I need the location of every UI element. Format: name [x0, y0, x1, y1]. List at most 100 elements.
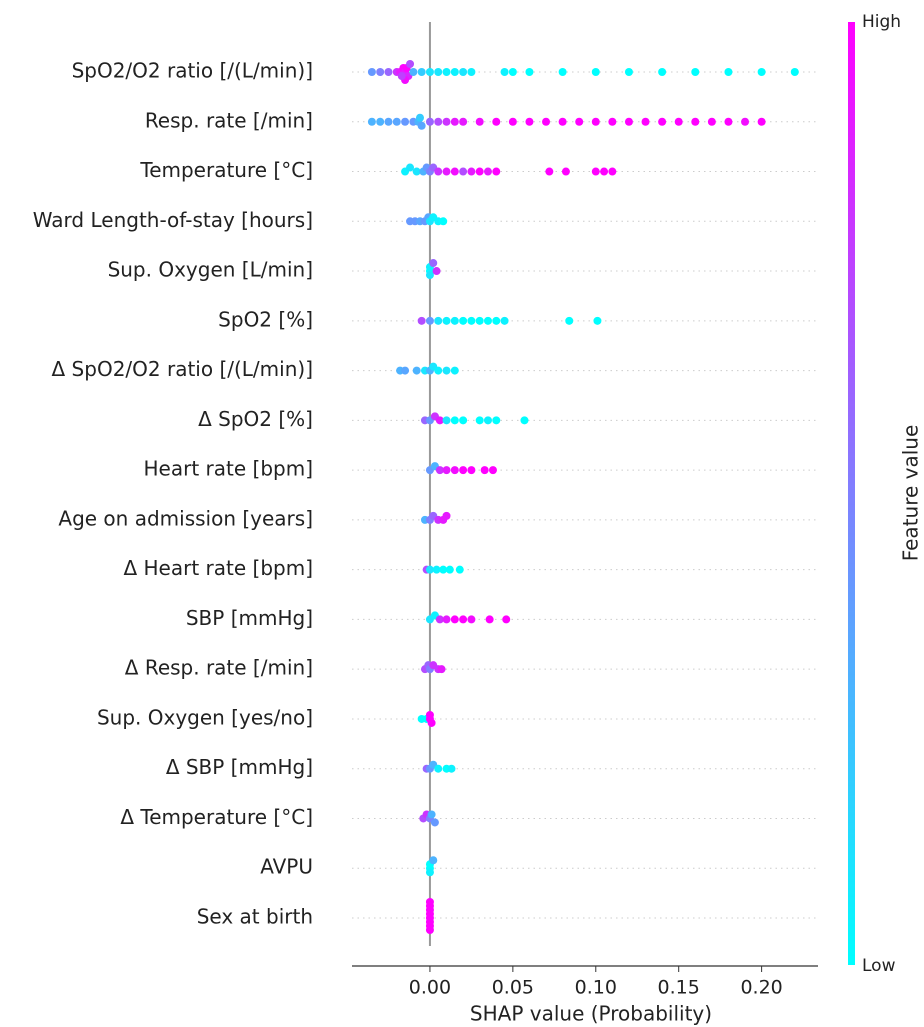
shap-point [450, 466, 459, 475]
shap-point [425, 117, 434, 126]
shap-point [397, 72, 406, 80]
shap-point [641, 117, 650, 126]
feature-label: SpO2/O2 ratio [/(L/min)] [72, 59, 313, 83]
shap-point [412, 167, 421, 176]
shap-point [658, 117, 667, 126]
colorbar [848, 22, 855, 965]
shap-point [502, 615, 511, 624]
shap-point [593, 316, 602, 325]
shap-point [500, 68, 509, 76]
shap-point [435, 466, 444, 475]
shap-point [545, 167, 554, 176]
shap-point [447, 764, 456, 773]
shap-point [459, 466, 468, 475]
shap-point [450, 167, 459, 176]
shap-point [425, 271, 434, 280]
shap-point [691, 68, 700, 76]
feature-label: Δ SpO2/O2 ratio [/(L/min)] [52, 357, 313, 381]
shap-point [724, 117, 733, 126]
shap-point [459, 68, 468, 76]
shap-point [425, 710, 434, 719]
feature-label: SpO2 [%] [218, 307, 313, 331]
shap-point [674, 117, 683, 126]
shap-point [492, 416, 501, 425]
shap-point [575, 117, 584, 126]
shap-point [467, 466, 476, 475]
shap-point [475, 416, 484, 425]
shap-point [439, 217, 448, 226]
shap-point [442, 167, 451, 176]
feature-label: Sex at birth [197, 905, 313, 929]
shap-point [450, 68, 459, 76]
shap-point [561, 167, 570, 176]
shap-point [442, 466, 451, 475]
shap-point [434, 117, 443, 126]
x-axis-label: SHAP value (Probability) [470, 1002, 712, 1026]
shap-point [492, 316, 501, 325]
shap-point [376, 117, 385, 126]
shap-point [434, 316, 443, 325]
x-tick-label: 0.20 [740, 977, 782, 999]
shap-point [417, 68, 426, 76]
shap-point [442, 316, 451, 325]
shap-point [475, 316, 484, 325]
feature-label: Δ Resp. rate [/min] [125, 656, 313, 680]
shap-point [624, 117, 633, 126]
shap-point [450, 615, 459, 624]
shap-point [367, 68, 376, 76]
shap-point [432, 565, 441, 574]
shap-point [483, 167, 492, 176]
colorbar-label: Feature value [899, 425, 923, 562]
feature-label: Δ SpO2 [%] [198, 407, 313, 431]
shap-point [485, 615, 494, 624]
colorbar-low: Low [862, 956, 896, 976]
shap-point [658, 68, 667, 76]
shap-point [757, 117, 766, 126]
shap-point [450, 117, 459, 126]
shap-point [492, 167, 501, 176]
shap-point [425, 565, 434, 574]
shap-point [432, 267, 441, 276]
shap-point [488, 466, 497, 475]
shap-point [401, 366, 410, 375]
feature-label: Ward Length-of-stay [hours] [33, 208, 313, 232]
shap-point [406, 60, 415, 68]
shap-point [434, 68, 443, 76]
shap-point [608, 167, 617, 176]
feature-label: Age on admission [years] [58, 506, 313, 530]
feature-label: SBP [mmHg] [186, 606, 313, 630]
shap-point [520, 416, 529, 425]
feature-label: Δ Temperature [°C] [120, 805, 313, 829]
shap-point [412, 366, 421, 375]
shap-point [757, 68, 766, 76]
shap-point [508, 117, 517, 126]
x-tick-label: 0.10 [575, 977, 617, 999]
x-tick-label: 0.15 [658, 977, 700, 999]
x-tick-label: 0.00 [409, 977, 451, 999]
shap-point [724, 68, 733, 76]
feature-label: Resp. rate [/min] [145, 108, 313, 132]
shap-point [429, 259, 438, 268]
shap-point [558, 68, 567, 76]
shap-point [442, 117, 451, 126]
shap-point [435, 416, 444, 425]
shap-point [467, 167, 476, 176]
shap-point [500, 316, 509, 325]
shap-point [415, 113, 424, 122]
shap-point [475, 117, 484, 126]
shap-point [455, 565, 464, 574]
shap-point [450, 366, 459, 375]
shap-point [425, 868, 434, 877]
shap-point [442, 68, 451, 76]
shap-point [459, 416, 468, 425]
shap-point [439, 565, 448, 574]
shap-point [437, 665, 446, 674]
shap-point [376, 68, 385, 76]
shap-point [417, 316, 426, 325]
shap-point [442, 366, 451, 375]
shap-point [558, 117, 567, 126]
shap-point [459, 615, 468, 624]
shap-point [480, 466, 489, 475]
shap-point [467, 316, 476, 325]
shap-point [417, 121, 426, 130]
